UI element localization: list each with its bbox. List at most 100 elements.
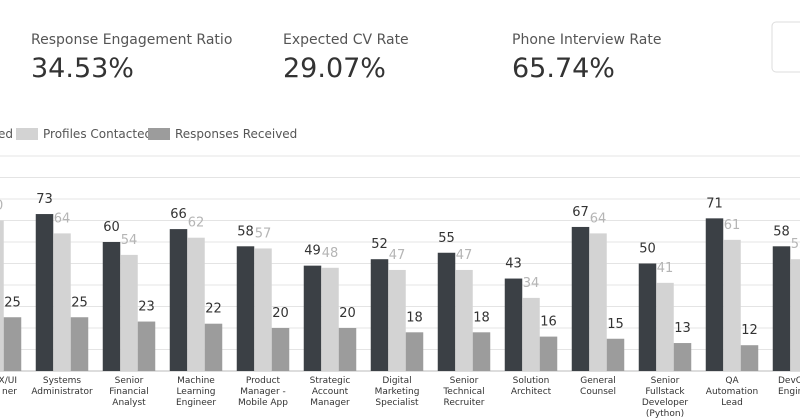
value-label: 64 [54, 211, 71, 226]
bar [53, 233, 71, 371]
bar [589, 233, 607, 371]
x-tick-label: Manager - [240, 387, 286, 397]
bar [303, 265, 322, 371]
bar [35, 214, 54, 371]
value-label: 20 [272, 306, 289, 321]
value-label: 54 [121, 233, 138, 248]
x-tick-label: (Python) [646, 409, 684, 418]
x-tick-label: Manager [310, 398, 350, 408]
x-tick-label: Automation [706, 387, 758, 397]
value-label: 61 [724, 218, 741, 233]
bar [723, 239, 741, 371]
bar [673, 343, 692, 371]
x-tick-label: Specialist [375, 398, 419, 408]
bar [236, 246, 255, 371]
value-label: 52 [371, 237, 388, 252]
value-label: 70 [0, 199, 3, 214]
kpi-value: 34.53% [31, 53, 134, 84]
bar [539, 336, 558, 371]
legend-label: ed [0, 127, 13, 141]
action-button[interactable] [771, 21, 800, 73]
value-label: 20 [339, 306, 356, 321]
x-tick-label: Technical [442, 387, 484, 397]
x-tick-label: Marketing [375, 387, 420, 397]
x-tick-label: DevO [778, 376, 800, 386]
value-label: 12 [741, 323, 758, 338]
bar [437, 252, 456, 371]
value-label: 49 [304, 244, 321, 259]
bar [187, 237, 205, 371]
value-label: 47 [456, 248, 473, 263]
legend-label: Profiles Contacted [43, 127, 152, 141]
kpi-value: 65.74% [512, 53, 615, 84]
x-tick-label: Analyst [112, 398, 146, 408]
value-label: 34 [523, 276, 540, 291]
bar [120, 254, 138, 371]
bar [169, 229, 188, 371]
bar [338, 328, 357, 371]
bar [254, 248, 272, 371]
value-label: 58 [773, 224, 790, 239]
bar [370, 259, 389, 371]
value-label: 25 [71, 295, 88, 310]
x-tick-label: Fullstack [645, 387, 685, 397]
x-tick-label: Product [246, 376, 281, 386]
x-tick-label: X/UI [0, 376, 17, 386]
x-tick-label: Senior [651, 376, 680, 386]
value-label: 62 [188, 216, 205, 231]
x-tick-label: Engineer [176, 398, 216, 408]
value-label: 66 [170, 207, 187, 222]
value-label: 60 [103, 220, 120, 235]
x-tick-label: Learning [176, 387, 215, 397]
bar [606, 338, 625, 371]
x-tick-label: Digital [382, 376, 411, 386]
bar [705, 218, 724, 371]
x-tick-label: General [580, 376, 615, 386]
value-label: 71 [706, 196, 723, 211]
x-tick-label: Strategic [310, 376, 351, 386]
value-label: 18 [473, 310, 490, 325]
bar [321, 267, 339, 371]
value-label: 25 [4, 295, 21, 310]
bar [137, 321, 156, 371]
x-tick-label: Solution [513, 376, 550, 386]
x-tick-label: Developer [642, 398, 689, 408]
x-tick-label: ner [2, 387, 17, 397]
value-label: 52 [791, 237, 800, 252]
bar [204, 323, 223, 371]
value-label: 67 [572, 205, 589, 220]
x-tick-label: Mobile App [238, 398, 288, 408]
kpi-label: Phone Interview Rate [512, 32, 661, 48]
bar [70, 317, 89, 371]
x-tick-label: Systems [43, 376, 82, 386]
bar [772, 246, 791, 371]
kpi-label: Expected CV Rate [283, 32, 409, 48]
bar [405, 332, 424, 371]
x-tick-label: Recruiter [443, 398, 484, 408]
x-tick-label: Counsel [580, 387, 616, 397]
value-label: 55 [438, 231, 455, 246]
bar [455, 269, 473, 371]
value-label: 23 [138, 300, 155, 315]
value-label: 64 [590, 211, 607, 226]
x-tick-label: Lead [721, 398, 743, 408]
value-label: 41 [657, 261, 674, 276]
x-tick-label: Senior [115, 376, 144, 386]
value-label: 57 [255, 226, 272, 241]
bar [740, 345, 759, 371]
value-label: 73 [36, 192, 53, 207]
value-label: 16 [540, 315, 557, 330]
x-tick-label: Engin [778, 387, 800, 397]
x-tick-label: Machine [177, 376, 215, 386]
bar [271, 328, 290, 371]
value-label: 43 [505, 257, 522, 272]
bar [571, 226, 590, 371]
x-tick-label: Financial [109, 387, 148, 397]
bar [638, 263, 657, 371]
legend-swatch [16, 128, 38, 140]
legend-swatch [148, 128, 170, 140]
x-tick-label: Administrator [31, 387, 93, 397]
x-tick-label: Architect [511, 387, 552, 397]
bar [522, 297, 540, 371]
